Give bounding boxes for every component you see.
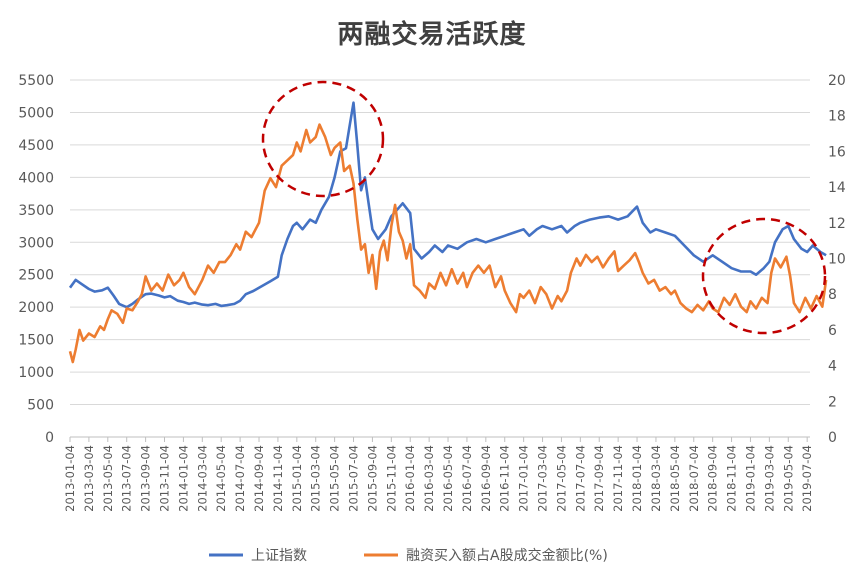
x-tick-label: 2015-09-04: [365, 445, 379, 512]
y-right-tick-label: 0: [828, 430, 837, 446]
y-right-tick-label: 20: [828, 73, 846, 89]
x-tick-label: 2016-01-04: [403, 445, 417, 512]
highlight-circles: [261, 80, 827, 335]
legend-label: 融资买入额占A股成交金额比(%): [406, 547, 608, 564]
x-tick-label: 2018-03-04: [649, 445, 663, 512]
x-tick-label: 2014-11-04: [271, 445, 285, 512]
x-tick-label: 2016-03-04: [422, 445, 436, 512]
x-tick-label: 2016-07-04: [460, 445, 474, 512]
highlight-circle-2019: [701, 217, 827, 335]
x-axis: 2013-01-04 2013-03-04 2013-05-04 2013-07-04…: [63, 436, 814, 512]
y-left-tick-label: 4500: [18, 138, 54, 154]
series-line-margin-ratio: [68, 123, 828, 364]
legend-label: 上证指数: [251, 548, 307, 564]
y-right-tick-label: 6: [828, 323, 837, 339]
y-axis-left: 0 500 1000 1500 2000 2500 3000 3500 4000 4500 5000…: [18, 73, 54, 446]
y-left-tick-label: 3000: [18, 235, 54, 251]
x-tick-label: 2013-09-04: [139, 445, 153, 512]
x-tick-label: 2017-11-04: [611, 445, 625, 512]
x-tick-label: 2018-05-04: [668, 445, 682, 512]
x-tick-label: 2019-03-04: [762, 445, 776, 512]
x-tick-label: 2014-03-04: [195, 445, 209, 512]
chart-title: 两融交易活跃度: [337, 20, 527, 50]
x-tick-label: 2015-07-04: [347, 445, 361, 512]
x-tick-label: 2013-07-04: [120, 445, 134, 512]
grid-layer: [70, 79, 810, 438]
x-tick-label: 2013-11-04: [158, 445, 172, 512]
x-tick-label: 2014-09-04: [252, 445, 266, 512]
x-tick-label: 2015-11-04: [384, 445, 398, 512]
x-tick-label: 2018-11-04: [725, 445, 739, 512]
x-tick-label: 2014-05-04: [214, 445, 228, 512]
x-tick-label: 2019-05-04: [781, 445, 795, 512]
x-tick-label: 2015-01-04: [290, 445, 304, 512]
y-left-tick-label: 5000: [18, 105, 54, 121]
y-right-tick-label: 10: [828, 252, 846, 268]
y-right-tick-label: 2: [828, 394, 837, 410]
x-tick-label: 2013-01-04: [63, 445, 77, 512]
x-tick-label: 2017-03-04: [536, 445, 550, 512]
y-right-tick-label: 4: [828, 359, 837, 375]
x-tick-label: 2018-09-04: [706, 445, 720, 512]
y-left-tick-label: 0: [45, 430, 54, 446]
y-left-tick-label: 2000: [18, 300, 54, 316]
y-left-tick-label: 3500: [18, 203, 54, 219]
x-tick-label: 2017-01-04: [517, 445, 531, 512]
y-right-tick-label: 8: [828, 287, 837, 303]
x-tick-label: 2016-05-04: [441, 445, 455, 512]
x-tick-label: 2017-07-04: [573, 445, 587, 512]
highlight-circle-2015: [261, 80, 385, 198]
x-tick-label: 2018-07-04: [687, 445, 701, 512]
x-tick-label: 2015-05-04: [328, 445, 342, 512]
x-tick-label: 2019-01-04: [743, 445, 757, 512]
x-tick-label: 2016-11-04: [498, 445, 512, 512]
x-tick-label: 2017-09-04: [592, 445, 606, 512]
legend: 上证指数 融资买入额占A股成交金额比(%): [209, 547, 608, 564]
series-layer: [68, 101, 828, 364]
x-tick-label: 2017-05-04: [554, 445, 568, 512]
y-left-tick-label: 1000: [18, 365, 54, 381]
y-left-tick-label: 2500: [18, 268, 54, 284]
y-axis-right: 0 2 4 6 8 10 12 14 16 18 20: [828, 73, 846, 446]
y-left-tick-label: 500: [27, 398, 54, 414]
x-tick-label: 2014-01-04: [176, 445, 190, 512]
y-left-tick-label: 5500: [18, 73, 54, 89]
y-right-tick-label: 12: [828, 216, 846, 232]
x-tick-label: 2013-03-04: [82, 445, 96, 512]
x-tick-label: 2018-01-04: [630, 445, 644, 512]
y-right-tick-label: 14: [828, 180, 846, 196]
x-tick-label: 2014-07-04: [233, 445, 247, 512]
y-right-tick-label: 18: [828, 109, 846, 125]
y-left-tick-label: 4000: [18, 170, 54, 186]
x-tick-label: 2019-07-04: [800, 445, 814, 512]
x-tick-label: 2016-09-04: [479, 445, 493, 512]
x-tick-label: 2013-05-04: [101, 445, 115, 512]
y-left-tick-label: 1500: [18, 333, 54, 349]
x-tick-label: 2015-03-04: [309, 445, 323, 512]
y-right-tick-label: 16: [828, 144, 846, 160]
